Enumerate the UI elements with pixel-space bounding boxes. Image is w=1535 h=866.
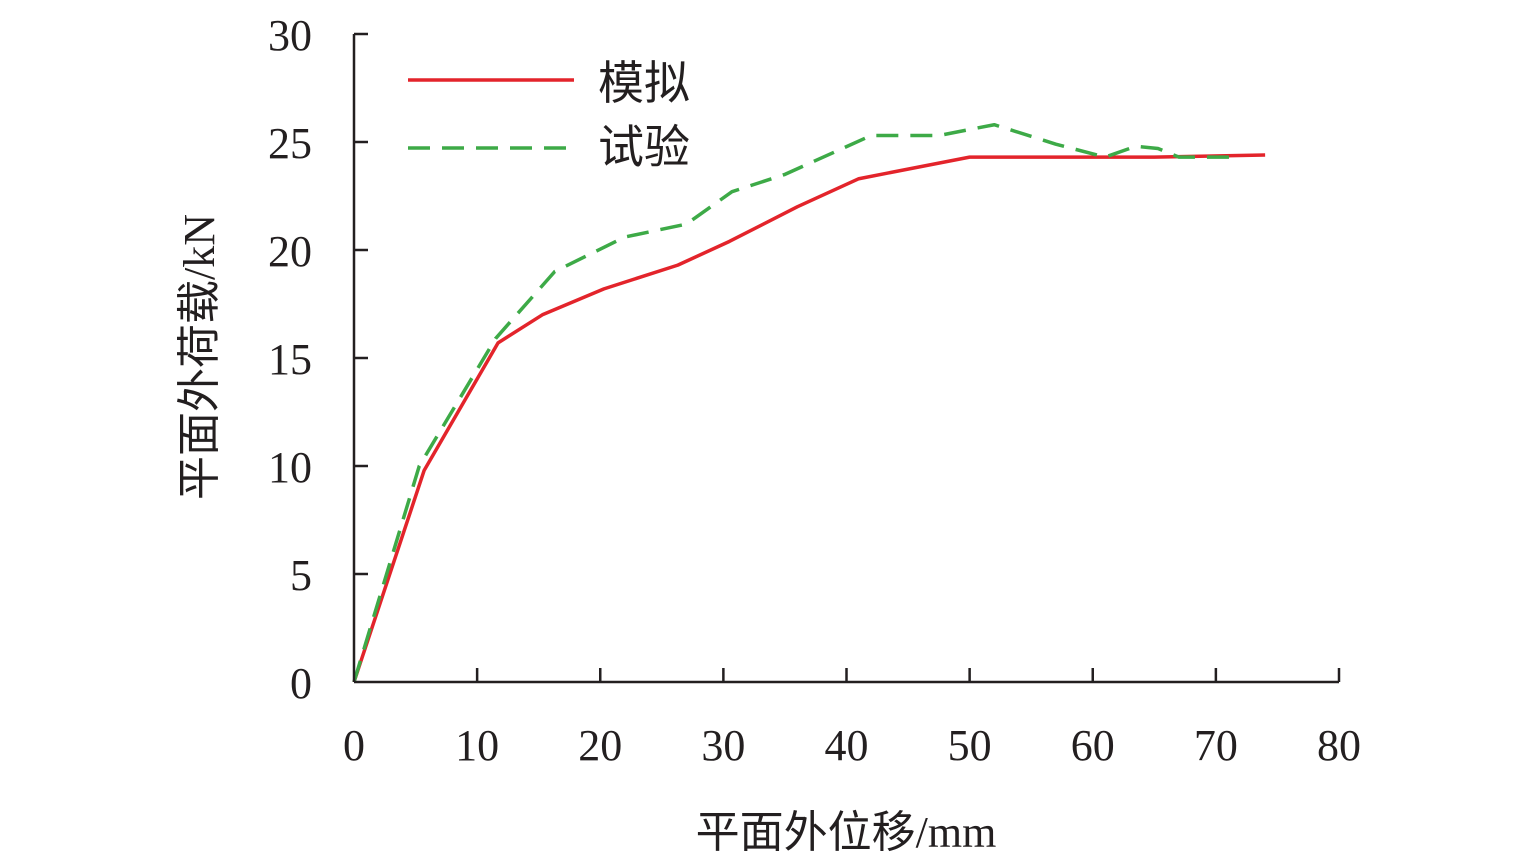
series-line-simulation [352, 153, 1266, 683]
series-line-experiment [352, 122, 1241, 683]
x-tick-label: 50 [948, 721, 992, 770]
plot-lines [352, 122, 1266, 683]
y-tick-label: 20 [268, 227, 312, 276]
x-tick-label: 30 [701, 721, 745, 770]
y-tick-label: 15 [268, 335, 312, 384]
x-tick-label: 40 [825, 721, 869, 770]
x-tick-label: 0 [343, 721, 365, 770]
x-tick-label: 10 [455, 721, 499, 770]
y-axis-label: 平面外荷载/kN [175, 214, 224, 500]
y-tick-label: 0 [290, 659, 312, 708]
x-tick-label: 80 [1317, 721, 1361, 770]
x-tick-label: 70 [1194, 721, 1238, 770]
legend-label-experiment: 试验 [598, 122, 690, 173]
y-tick-label: 25 [268, 119, 312, 168]
x-axis-label: 平面外位移/mm [696, 808, 997, 857]
y-tick-label: 30 [268, 11, 312, 60]
x-tick-label: 20 [578, 721, 622, 770]
y-tick-label: 10 [268, 443, 312, 492]
x-tick-label: 60 [1071, 721, 1115, 770]
y-tick-label: 5 [290, 551, 312, 600]
legend: 模拟 试验 [408, 58, 690, 173]
legend-label-simulation: 模拟 [598, 58, 690, 109]
x-axis-ticks: 0 10 20 30 40 50 60 70 80 [343, 668, 1361, 770]
y-axis-ticks: 0 5 10 15 20 25 30 [268, 11, 368, 708]
